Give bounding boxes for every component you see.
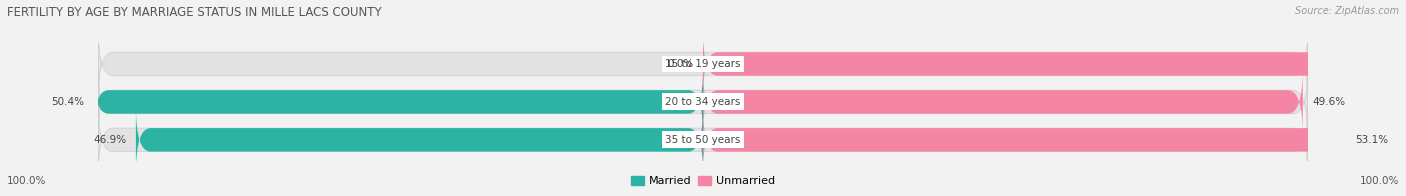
FancyBboxPatch shape (98, 106, 1308, 174)
Text: 15 to 19 years: 15 to 19 years (665, 59, 741, 69)
Text: FERTILITY BY AGE BY MARRIAGE STATUS IN MILLE LACS COUNTY: FERTILITY BY AGE BY MARRIAGE STATUS IN M… (7, 6, 381, 19)
Legend: Married, Unmarried: Married, Unmarried (627, 171, 779, 191)
Text: 0.0%: 0.0% (666, 59, 693, 69)
Text: 35 to 50 years: 35 to 50 years (665, 135, 741, 145)
Text: Source: ZipAtlas.com: Source: ZipAtlas.com (1295, 6, 1399, 16)
FancyBboxPatch shape (98, 30, 1308, 98)
Text: 53.1%: 53.1% (1355, 135, 1388, 145)
Text: 50.4%: 50.4% (51, 97, 84, 107)
FancyBboxPatch shape (98, 68, 1308, 136)
Text: 49.6%: 49.6% (1312, 97, 1346, 107)
FancyBboxPatch shape (703, 30, 1406, 98)
Text: 100.0%: 100.0% (1360, 176, 1399, 186)
Text: 46.9%: 46.9% (93, 135, 127, 145)
FancyBboxPatch shape (703, 106, 1346, 174)
Text: 20 to 34 years: 20 to 34 years (665, 97, 741, 107)
Text: 100.0%: 100.0% (7, 176, 46, 186)
FancyBboxPatch shape (136, 106, 703, 174)
FancyBboxPatch shape (703, 68, 1303, 136)
FancyBboxPatch shape (94, 68, 703, 136)
